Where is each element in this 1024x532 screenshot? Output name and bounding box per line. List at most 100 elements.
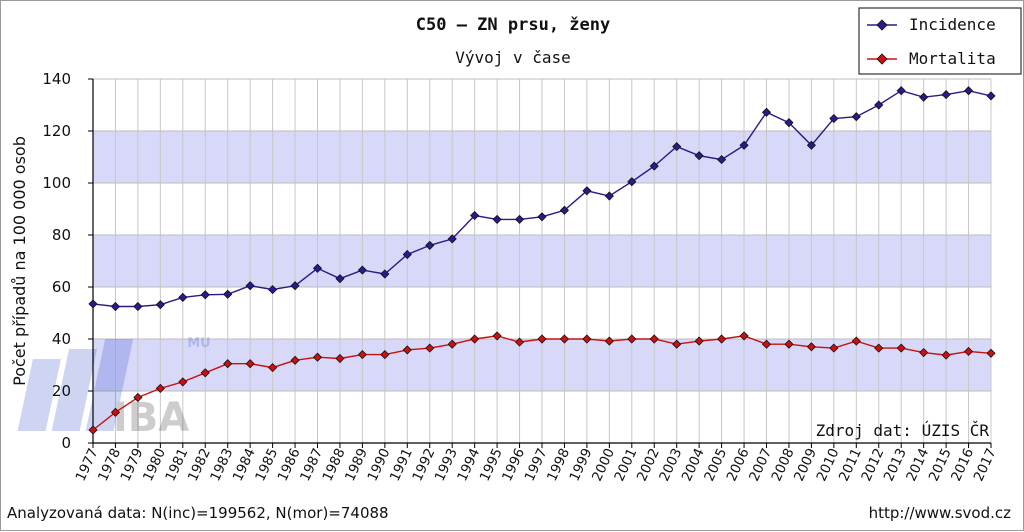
y-tick-label: 40 <box>52 330 71 348</box>
incidence-point <box>739 140 749 150</box>
incidence-point <box>672 142 682 152</box>
mortalita-point <box>335 353 345 364</box>
incidence-point <box>178 292 188 302</box>
mortalita-point <box>784 339 794 349</box>
incidence-point <box>627 177 637 187</box>
legend-box <box>858 7 1022 75</box>
mortalita-point <box>694 336 704 346</box>
y-tick-label: 120 <box>42 122 71 140</box>
watermark-bar <box>17 359 61 431</box>
incidence-point <box>447 234 457 244</box>
incidence-point <box>761 107 772 117</box>
mortalita-point <box>245 359 255 369</box>
incidence-point <box>559 205 570 215</box>
incidence-point <box>425 240 435 250</box>
watermark-mu-text: MU <box>187 336 211 351</box>
mortalita-point <box>380 350 390 360</box>
incidence-point <box>874 100 884 110</box>
mortalita-point <box>88 425 98 435</box>
chart-subtitle: Vývoj v čase <box>455 48 571 67</box>
y-tick-label: 20 <box>52 382 71 400</box>
incidence-point <box>649 161 659 171</box>
mortalita-point <box>178 377 188 387</box>
incidence-point <box>245 281 255 291</box>
mortalita-point <box>627 334 637 344</box>
mortalita-point <box>268 363 278 373</box>
watermark-bar <box>51 349 98 431</box>
incidence-point <box>604 191 614 201</box>
mortalita-point <box>851 336 861 346</box>
incidence-point <box>380 269 390 279</box>
incidence-point <box>402 249 412 260</box>
mortalita-point <box>582 334 592 344</box>
mortalita-point <box>312 352 323 362</box>
mortalita-point <box>470 334 480 344</box>
incidence-point <box>200 290 210 300</box>
incidence-point <box>829 113 839 124</box>
source-annotation: Zdroj dat: ÚZIS ČR <box>816 421 990 440</box>
mortalita-point <box>963 346 974 357</box>
mortalita-point <box>806 342 816 352</box>
grid-lines <box>92 78 992 444</box>
incidence-point <box>492 214 502 224</box>
mortalita-point <box>761 339 772 349</box>
incidence-point <box>290 281 300 291</box>
incidence-point <box>986 91 996 101</box>
mortalita-point <box>739 331 749 341</box>
legend: Incidence Mortalita <box>858 7 1022 75</box>
mortalita-point <box>402 345 412 355</box>
mortalita-point <box>896 343 906 353</box>
mortalita-point <box>290 355 300 365</box>
incidence-point <box>963 86 974 96</box>
incidence-point <box>806 140 816 150</box>
watermark-bar <box>85 339 134 431</box>
y-tick-label: 60 <box>52 278 71 296</box>
incidence-point <box>941 90 951 100</box>
legend-label: Mortalita <box>909 49 996 68</box>
y-tick-label: 100 <box>42 174 71 192</box>
iba-watermark: IBA MU <box>17 336 211 441</box>
x-tick-label: 2017 <box>971 446 1000 484</box>
mortalita-point <box>829 343 839 353</box>
incidence-point <box>470 210 480 221</box>
mortalita-point <box>357 350 367 360</box>
mortalita-point <box>559 334 570 344</box>
mortalita-point <box>717 334 727 344</box>
mortalita-point <box>155 383 165 393</box>
mortalita-point <box>537 334 547 344</box>
incidence-point <box>537 212 547 222</box>
y-tick-label: 80 <box>52 226 71 244</box>
mortalita-point <box>986 348 996 358</box>
incidence-point <box>312 263 323 273</box>
mortalita-point <box>604 336 614 346</box>
incidence-point <box>784 118 794 128</box>
mortalita-point <box>447 339 457 349</box>
footer-analyzed-data: Analyzovaná data: N(inc)=199562, N(mor)=… <box>7 504 389 522</box>
incidence-point <box>110 301 121 312</box>
legend-label: Incidence <box>909 15 996 34</box>
incidence-point <box>155 300 165 310</box>
mortalita-point <box>133 392 143 403</box>
axes: 0204060801001201401977197819791980198119… <box>42 70 999 484</box>
incidence-point <box>919 92 929 102</box>
incidence-point <box>717 155 727 165</box>
incidence-point <box>335 274 345 284</box>
incidence-point <box>514 214 525 224</box>
series-layer <box>88 86 996 435</box>
chart-title: C50 – ZN prsu, ženy <box>416 15 610 35</box>
footer-link[interactable]: http://www.svod.cz <box>868 504 1011 522</box>
incidence-point <box>268 285 278 295</box>
incidence-point <box>88 299 98 309</box>
mortalita-point <box>874 343 884 353</box>
mortalita-point <box>223 359 233 369</box>
incidence-point <box>582 186 592 196</box>
y-axis-label: Počet případů na 100 000 osob <box>10 136 29 386</box>
mortalita-point <box>200 368 210 378</box>
mortalita-point <box>492 331 502 341</box>
mortalita-point <box>672 339 682 349</box>
y-tick-label: 0 <box>61 434 71 452</box>
watermark-iba-text: IBA <box>113 395 189 441</box>
mortalita-point <box>941 350 951 360</box>
